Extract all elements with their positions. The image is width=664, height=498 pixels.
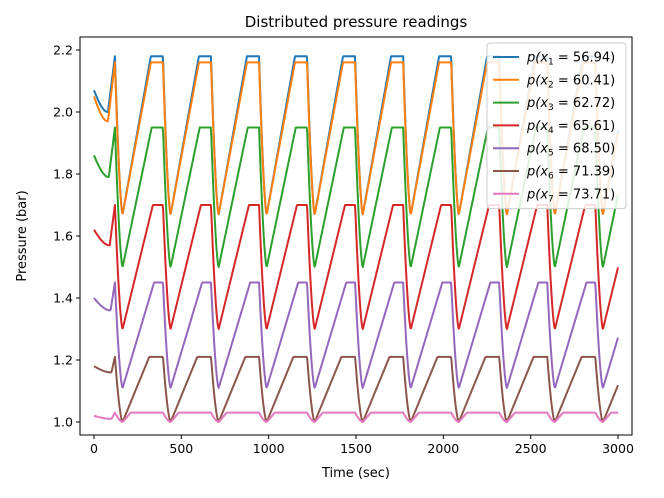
y-tick-label: 1.2 — [53, 352, 73, 367]
legend-entry-1: p(x1 = 56.94) — [526, 51, 615, 68]
x-tick-label: 1500 — [340, 441, 372, 456]
x-tick-label: 1000 — [253, 441, 285, 456]
y-tick-label: 1.8 — [53, 167, 73, 182]
legend-entry-7: p(x7 = 73.71) — [526, 187, 615, 204]
x-axis-label: Time (sec) — [321, 466, 390, 481]
y-axis: 1.0 1.2 1.4 1.6 1.8 2.0 2.2 — [53, 43, 80, 429]
legend-entry-6: p(x6 = 71.39) — [526, 165, 615, 182]
series-line-5 — [93, 281, 619, 389]
y-axis-label: Pressure (bar) — [15, 190, 30, 281]
series-line-4 — [93, 204, 620, 330]
x-tick-label: 500 — [169, 441, 193, 456]
legend: p(x1 = 56.94) p(x2 = 60.41) p(x3 = 62.72) p… — [486, 42, 627, 210]
y-tick-label: 1.4 — [53, 290, 73, 305]
series-line-7 — [93, 411, 619, 423]
legend-entry-4: p(x4 = 65.61) — [526, 119, 615, 136]
legend-entry-3: p(x3 = 62.72) — [526, 96, 615, 113]
series-line-6 — [93, 355, 619, 423]
legend-box — [486, 42, 627, 210]
x-tick-label: 2500 — [515, 441, 547, 456]
series-layer — [93, 55, 620, 423]
x-tick-label: 2000 — [427, 441, 459, 456]
chart-title: Distributed pressure readings — [245, 13, 468, 31]
legend-entry-5: p(x5 = 68.50) — [526, 142, 615, 159]
x-tick-label: 0 — [90, 441, 98, 456]
x-axis: 0 500 1000 1500 2000 2500 3000 — [90, 435, 634, 456]
y-tick-label: 2.2 — [53, 43, 73, 58]
x-tick-label: 3000 — [602, 441, 634, 456]
y-tick-label: 1.6 — [53, 229, 73, 244]
y-tick-label: 1.0 — [53, 414, 73, 429]
y-tick-label: 2.0 — [53, 105, 73, 120]
legend-entry-2: p(x2 = 60.41) — [526, 73, 615, 90]
